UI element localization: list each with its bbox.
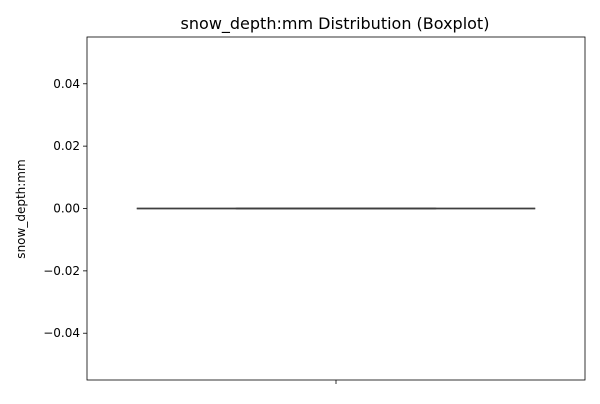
y-tick-label: −0.04 xyxy=(43,326,80,340)
y-axis-label: snow_depth:mm xyxy=(14,159,28,258)
y-tick-label: 0.02 xyxy=(53,139,80,153)
y-tick-label: 0.00 xyxy=(53,202,80,216)
y-axis-ticks: 0.04 0.02 0.00 −0.02 −0.04 xyxy=(43,77,87,340)
y-tick-label: −0.02 xyxy=(43,264,80,278)
chart-title: snow_depth:mm Distribution (Boxplot) xyxy=(181,14,490,34)
y-tick-label: 0.04 xyxy=(53,77,80,91)
